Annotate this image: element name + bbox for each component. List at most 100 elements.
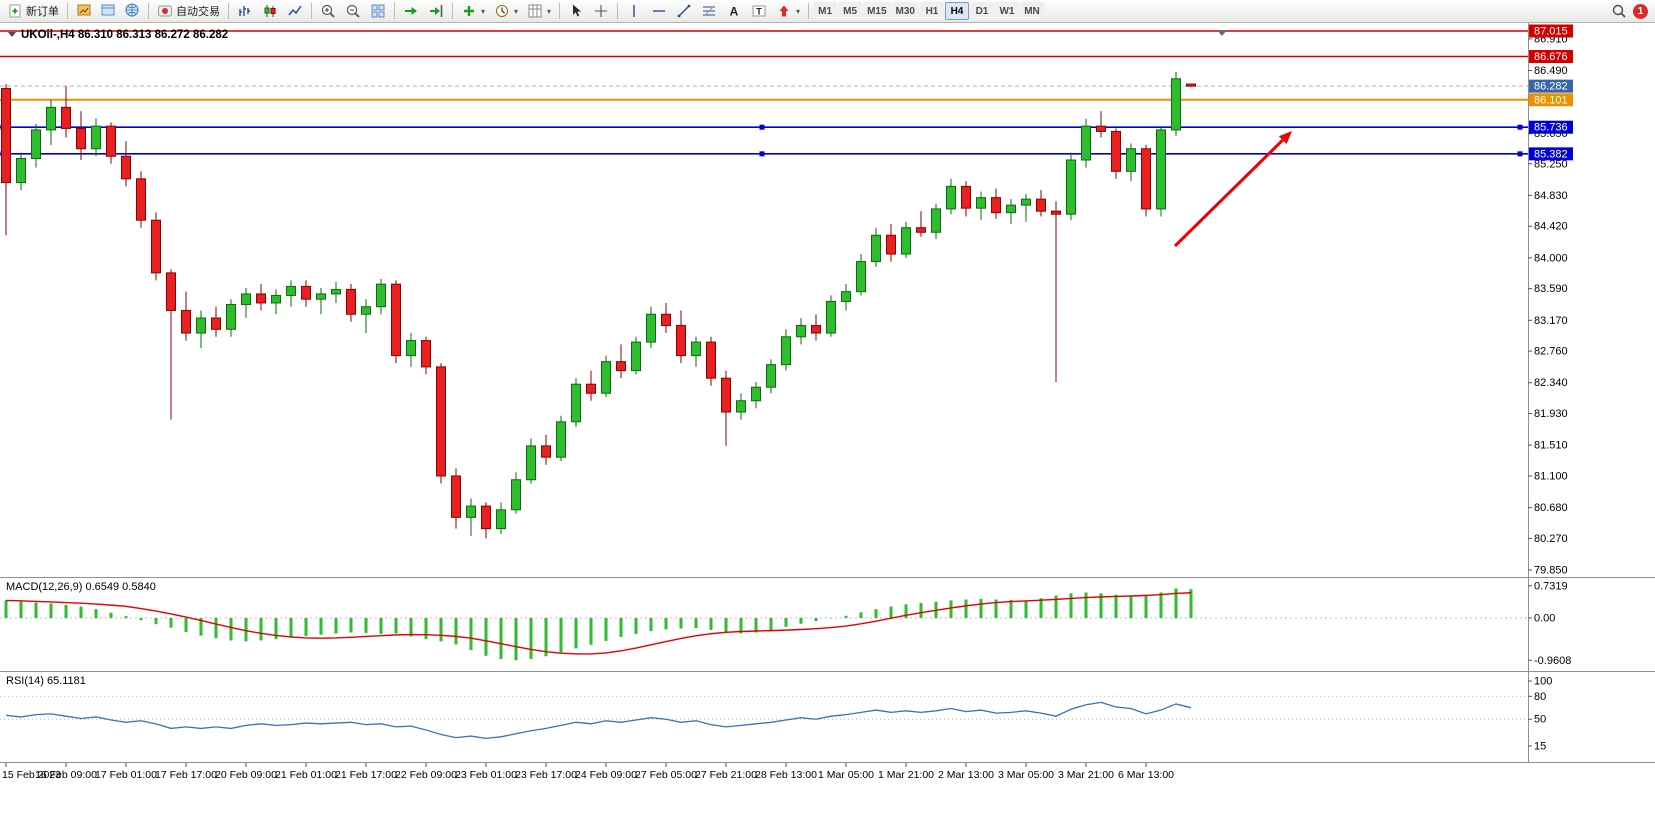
price-chart-canvas[interactable]: UKOil-,H4 86.310 86.313 86.272 86.282 86.…: [0, 23, 1655, 826]
price-tick-label: 82.340: [1534, 377, 1568, 389]
time-tick-label: 2 Mar 13:00: [938, 769, 994, 781]
candle-body: [16, 158, 26, 184]
price-tick-label: 84.000: [1534, 252, 1568, 264]
candle-body: [376, 283, 386, 308]
chart-shift-marker[interactable]: [1217, 30, 1227, 36]
horizontal-line-button[interactable]: [647, 1, 671, 21]
market-watch-icon: [76, 2, 92, 18]
timeframe-h4-button[interactable]: H4: [944, 2, 969, 20]
timeframe-m30-button[interactable]: M30: [891, 2, 919, 20]
arrows-button[interactable]: ▾: [772, 1, 804, 21]
candle-body: [691, 341, 701, 357]
price-badge-label: 86.676: [1534, 51, 1568, 63]
text-button[interactable]: A: [722, 1, 746, 21]
timeframe-m1-button[interactable]: M1: [813, 2, 838, 20]
line-selection-handle[interactable]: [759, 124, 765, 130]
candle-body: [676, 325, 686, 357]
line-selection-handle[interactable]: [759, 151, 765, 157]
chart-shift-button[interactable]: [424, 1, 448, 21]
candle-body: [991, 197, 1001, 214]
rsi-axis-label: 50: [1534, 714, 1546, 726]
timeframe-toolbar: M1 M5 M15 M30 H1 H4 D1 W1 MN: [813, 2, 1044, 20]
time-tick-label: 21 Feb 01:00: [275, 769, 337, 781]
price-badge: [1529, 24, 1573, 38]
chart-toolbar-groups: ▾ ▾ ▾ A T ▾: [233, 1, 812, 21]
search-icon[interactable]: [1611, 3, 1627, 19]
time-tick-label: 20 Feb 09:00: [215, 769, 277, 781]
candle-body: [976, 197, 986, 209]
candle-body: [1096, 125, 1106, 132]
arrow-object[interactable]: [1173, 131, 1292, 248]
cursor-button[interactable]: [564, 1, 588, 21]
templates-button[interactable]: ▾: [523, 1, 555, 21]
zoom-in-icon: [320, 3, 336, 19]
line-selection-handle[interactable]: [1517, 151, 1523, 157]
zoom-out-button[interactable]: [341, 1, 365, 21]
timeframe-w1-button[interactable]: W1: [994, 2, 1019, 20]
timeframe-d1-button[interactable]: D1: [969, 2, 994, 20]
price-tick-label: 82.760: [1534, 346, 1568, 358]
time-tick-label: 22 Feb 09:00: [395, 769, 457, 781]
text-icon: A: [726, 3, 742, 19]
crosshair-button[interactable]: [589, 1, 613, 21]
rsi-axis-label: 15: [1534, 740, 1546, 752]
tile-windows-icon: [370, 3, 386, 19]
periods-button[interactable]: ▾: [490, 1, 522, 21]
candle-body: [76, 127, 86, 150]
fibonacci-button[interactable]: [697, 1, 721, 21]
trendline-button[interactable]: [672, 1, 696, 21]
price-badge-label: 85.736: [1534, 122, 1568, 134]
time-tick-label: 1 Mar 21:00: [878, 769, 934, 781]
auto-scroll-button[interactable]: [399, 1, 423, 21]
data-window-button[interactable]: [96, 0, 120, 20]
time-tick-label: 27 Feb 21:00: [695, 769, 757, 781]
tile-windows-button[interactable]: [366, 1, 390, 21]
time-tick-label: 28 Feb 13:00: [755, 769, 817, 781]
candle-body: [751, 386, 761, 402]
notification-badge[interactable]: 1: [1633, 3, 1648, 19]
line-chart-button[interactable]: [283, 1, 307, 21]
candle-body: [1036, 198, 1046, 212]
bar-chart-button[interactable]: [233, 1, 257, 21]
candle-body: [211, 317, 221, 330]
one-click-trading-toggle[interactable]: [8, 32, 16, 37]
timeframe-m15-button[interactable]: M15: [863, 2, 891, 20]
candle-body: [166, 272, 176, 311]
timeframe-h1-button[interactable]: H1: [919, 2, 944, 20]
candle-body: [151, 219, 161, 274]
toolbar-right: 1: [1611, 3, 1652, 19]
market-watch-button[interactable]: [72, 0, 96, 20]
navigator-button[interactable]: [120, 0, 144, 20]
autotrading-icon: [157, 3, 173, 19]
new-order-button[interactable]: 新订单: [3, 1, 63, 21]
candlestick-chart-button[interactable]: [258, 1, 282, 21]
chevron-down-icon: ▾: [481, 6, 486, 16]
line-selection-handle[interactable]: [1517, 124, 1523, 130]
time-tick-label: 17 Feb 01:00: [95, 769, 157, 781]
time-tick-label: 23 Feb 17:00: [515, 769, 577, 781]
new-order-icon: [7, 3, 23, 19]
time-tick-label: 17 Feb 17:00: [155, 769, 217, 781]
autotrading-button[interactable]: 自动交易: [153, 1, 224, 21]
price-badge: [1529, 50, 1573, 64]
price-tick-label: 80.680: [1534, 502, 1568, 514]
timeframe-mn-button[interactable]: MN: [1019, 2, 1044, 20]
price-axis: 86.91086.49085.65085.25084.83084.42084.0…: [1528, 24, 1573, 577]
candle-body: [496, 509, 506, 530]
candle-body: [1126, 148, 1136, 172]
candle-body: [31, 129, 41, 160]
rsi-axis-label: 100: [1534, 676, 1552, 688]
add-indicator-button[interactable]: ▾: [457, 1, 489, 21]
vertical-line-button[interactable]: [622, 1, 646, 21]
time-tick-label: 24 Feb 09:00: [575, 769, 637, 781]
candle-body: [541, 445, 551, 458]
candle-body: [391, 283, 401, 357]
zoom-in-button[interactable]: [316, 1, 340, 21]
price-tick-label: 81.930: [1534, 408, 1568, 420]
timeframe-m5-button[interactable]: M5: [838, 2, 863, 20]
candle-body: [556, 421, 566, 458]
toolbar-separator: [452, 3, 453, 19]
candle-body: [346, 288, 356, 315]
text-label-button[interactable]: T: [747, 1, 771, 21]
